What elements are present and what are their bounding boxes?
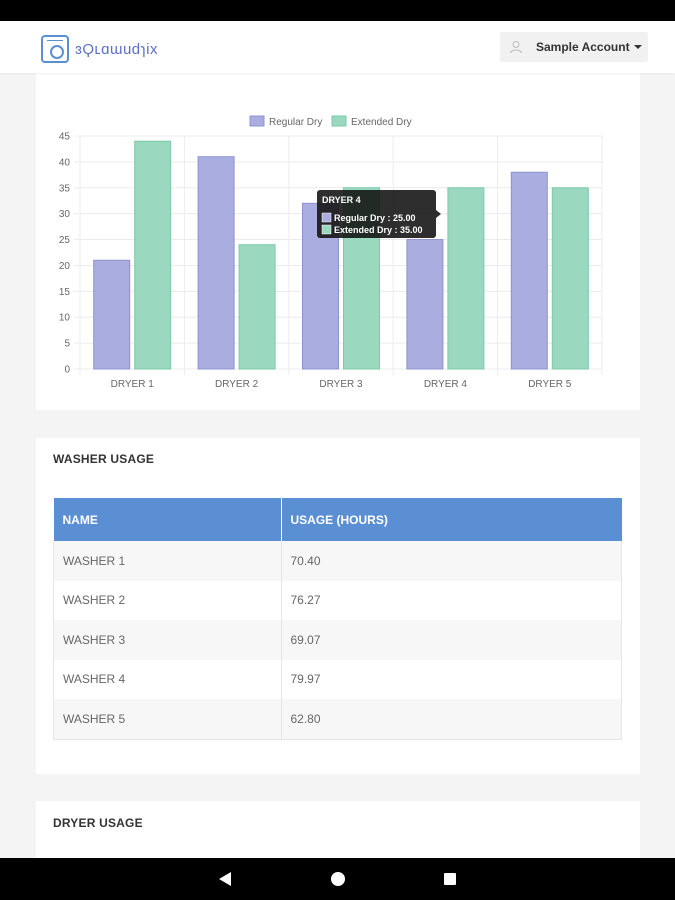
y-tick-label: 20 [59, 261, 71, 272]
y-tick-label: 30 [59, 209, 71, 220]
table-cell-usage: 76.27 [281, 580, 622, 620]
washer-usage-card: WASHER USAGE NAME USAGE (HOURS) WASHER 1… [36, 438, 640, 774]
y-tick-label: 15 [59, 287, 71, 298]
status-bar [0, 0, 675, 21]
x-tick-label: DRYER 3 [319, 379, 363, 390]
account-label: Sample Account [536, 40, 630, 54]
x-tick-label: DRYER 4 [424, 379, 468, 390]
bar-extended [551, 187, 589, 370]
table-row: WASHER 4 79.97 [53, 659, 622, 699]
legend-swatch [249, 115, 265, 127]
logo-text: ɜϘʟɑɯudɿix [75, 40, 158, 58]
tooltip-line: Extended Dry : 35.00 [334, 225, 423, 235]
y-tick-label: 25 [59, 235, 71, 246]
dryer-usage-title: DRYER USAGE [53, 816, 143, 830]
user-icon [510, 41, 522, 54]
tooltip-title: DRYER 4 [322, 195, 361, 205]
bar-regular [197, 156, 235, 370]
legend-label: Regular Dry [269, 117, 322, 128]
table-row: WASHER 2 76.27 [53, 580, 622, 620]
tooltip-swatch [321, 224, 332, 235]
x-tick-label: DRYER 2 [215, 379, 259, 390]
y-tick-label: 40 [59, 157, 71, 168]
dryer-usage-card: DRYER USAGE [36, 801, 640, 861]
home-icon[interactable] [331, 872, 345, 886]
column-header-name[interactable]: NAME [53, 498, 282, 541]
bar-extended [447, 187, 485, 370]
back-icon[interactable] [219, 872, 231, 886]
table-cell-usage: 62.80 [281, 699, 622, 739]
tooltip-line: Regular Dry : 25.00 [334, 213, 416, 223]
table-cell-name: WASHER 2 [53, 580, 282, 620]
tooltip-box [317, 190, 436, 238]
table-cell-name: WASHER 3 [53, 620, 282, 660]
tooltip-arrow [436, 210, 441, 218]
chevron-down-icon [633, 45, 642, 49]
table-cell-name: WASHER 5 [53, 699, 282, 739]
dryer-chart-card: 0 5 10 15 20 25 30 35 40 45 DRYER 1 DRYER 2 DRYER 3 D… [36, 66, 640, 410]
account-menu-button[interactable]: Sample Account [500, 32, 648, 62]
y-tick-label: 5 [64, 339, 70, 350]
legend-swatch [331, 115, 347, 127]
bar-regular [510, 171, 548, 370]
y-tick-label: 35 [59, 183, 71, 194]
y-tick-label: 0 [64, 365, 70, 376]
table-cell-usage: 70.40 [281, 541, 622, 581]
bar-extended [238, 244, 276, 370]
bar-regular [93, 259, 131, 370]
bar-regular [406, 239, 444, 370]
bar-extended [134, 140, 172, 370]
recent-apps-icon[interactable] [444, 873, 456, 885]
table-cell-name: WASHER 1 [53, 541, 282, 581]
table-row: WASHER 5 62.80 [53, 699, 622, 739]
table-cell-name: WASHER 4 [53, 659, 282, 699]
table-row: WASHER 1 70.40 [53, 541, 622, 581]
x-tick-label: DRYER 5 [528, 379, 572, 390]
legend-label: Extended Dry [351, 117, 412, 128]
washer-usage-table: NAME USAGE (HOURS) WASHER 1 70.40 WASHER… [53, 498, 622, 740]
washer-usage-title: WASHER USAGE [53, 452, 155, 466]
app-header: ɜϘʟɑɯudɿix Sample Account [0, 21, 675, 73]
column-header-usage[interactable]: USAGE (HOURS) [281, 498, 622, 541]
table-row: WASHER 3 69.07 [53, 620, 622, 660]
y-tick-label: 45 [59, 132, 71, 143]
android-nav-bar [0, 858, 675, 900]
table-cell-usage: 69.07 [281, 620, 622, 660]
table-cell-usage: 79.97 [281, 659, 622, 699]
x-tick-label: DRYER 1 [111, 379, 155, 390]
table-header-row: NAME USAGE (HOURS) [53, 498, 622, 541]
tooltip-swatch [321, 212, 332, 223]
dryer-bar-chart[interactable]: 0 5 10 15 20 25 30 35 40 45 DRYER 1 DRYER 2 DRYER 3 D… [36, 66, 640, 410]
washing-machine-icon [41, 35, 69, 63]
logo[interactable]: ɜϘʟɑɯudɿix [41, 35, 158, 63]
y-tick-label: 10 [59, 313, 71, 324]
